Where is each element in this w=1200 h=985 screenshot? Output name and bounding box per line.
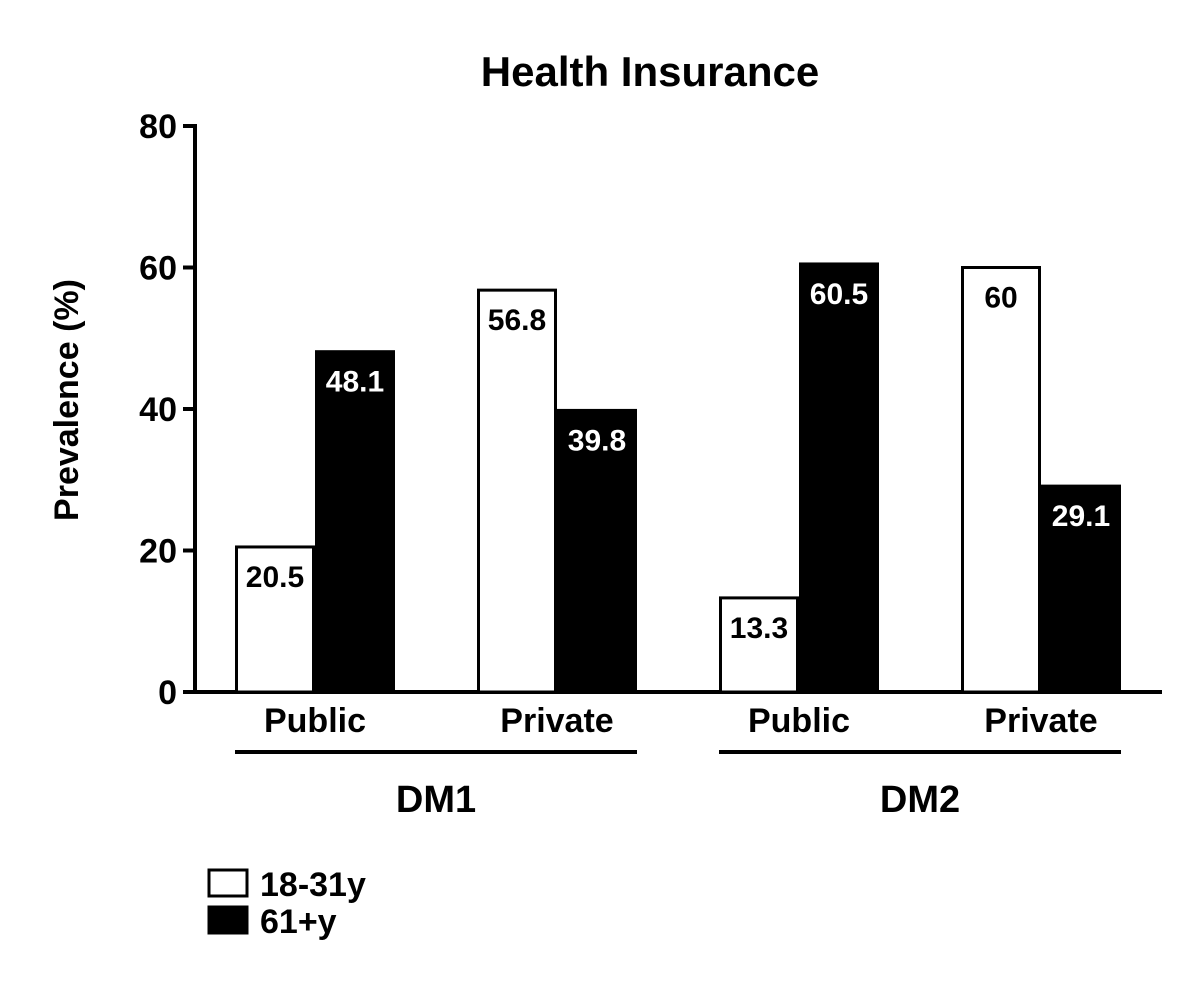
legend-label: 61+y	[260, 903, 337, 941]
legend-swatch	[207, 905, 249, 935]
bar-61+y-private	[1041, 484, 1121, 694]
x-tick-label: Private	[984, 702, 1097, 740]
bar-data-label: 56.8	[488, 304, 546, 337]
y-tick-label: 40	[139, 391, 177, 429]
y-tick-label: 60	[139, 250, 177, 288]
bar-18-31y-private	[477, 288, 557, 694]
y-tick-label: 20	[139, 533, 177, 571]
y-axis-label: Prevalence (%)	[48, 279, 86, 521]
chart-title: Health Insurance	[481, 48, 819, 95]
bar-data-label: 39.8	[568, 424, 626, 457]
y-tick-label: 0	[158, 674, 177, 712]
bar-61+y-private	[557, 408, 637, 694]
bar-18-31y-private	[961, 266, 1041, 694]
bar-61+y-public	[799, 262, 879, 694]
bar-18-31y-public	[719, 596, 799, 694]
bar-data-label: 20.5	[246, 561, 304, 594]
y-tick-label: 80	[139, 108, 177, 146]
legend-swatch	[207, 868, 249, 898]
x-tick-label: Private	[500, 702, 613, 740]
bar-18-31y-public	[235, 545, 315, 694]
group-label: DM2	[880, 779, 960, 821]
bar-data-label: 60.5	[810, 278, 868, 311]
x-tick-label: Public	[264, 702, 366, 740]
bar-data-label: 29.1	[1052, 500, 1110, 533]
x-tick-label: Public	[748, 702, 850, 740]
bar-data-label: 60	[984, 282, 1017, 315]
bars: 20.5 48.1 56.8 39.8 13.3 60.5 60 29.1	[235, 262, 1121, 694]
bar-data-label: 48.1	[326, 366, 384, 399]
group-label: DM1	[396, 779, 476, 821]
axes: 0 20 40 60 80 Public Private Public Private DM1 DM…	[139, 108, 1162, 821]
bar-61+y-public	[315, 350, 395, 694]
legend-label: 18-31y	[260, 866, 366, 904]
bar-data-label: 13.3	[730, 612, 788, 645]
